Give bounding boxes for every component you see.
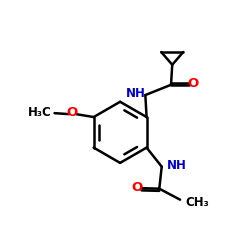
Text: O: O — [131, 181, 142, 194]
Text: O: O — [66, 106, 77, 119]
Text: H₃C: H₃C — [28, 106, 52, 119]
Text: CH₃: CH₃ — [186, 196, 209, 208]
Text: NH: NH — [126, 86, 146, 100]
Text: O: O — [188, 77, 199, 90]
Text: NH: NH — [167, 159, 187, 172]
